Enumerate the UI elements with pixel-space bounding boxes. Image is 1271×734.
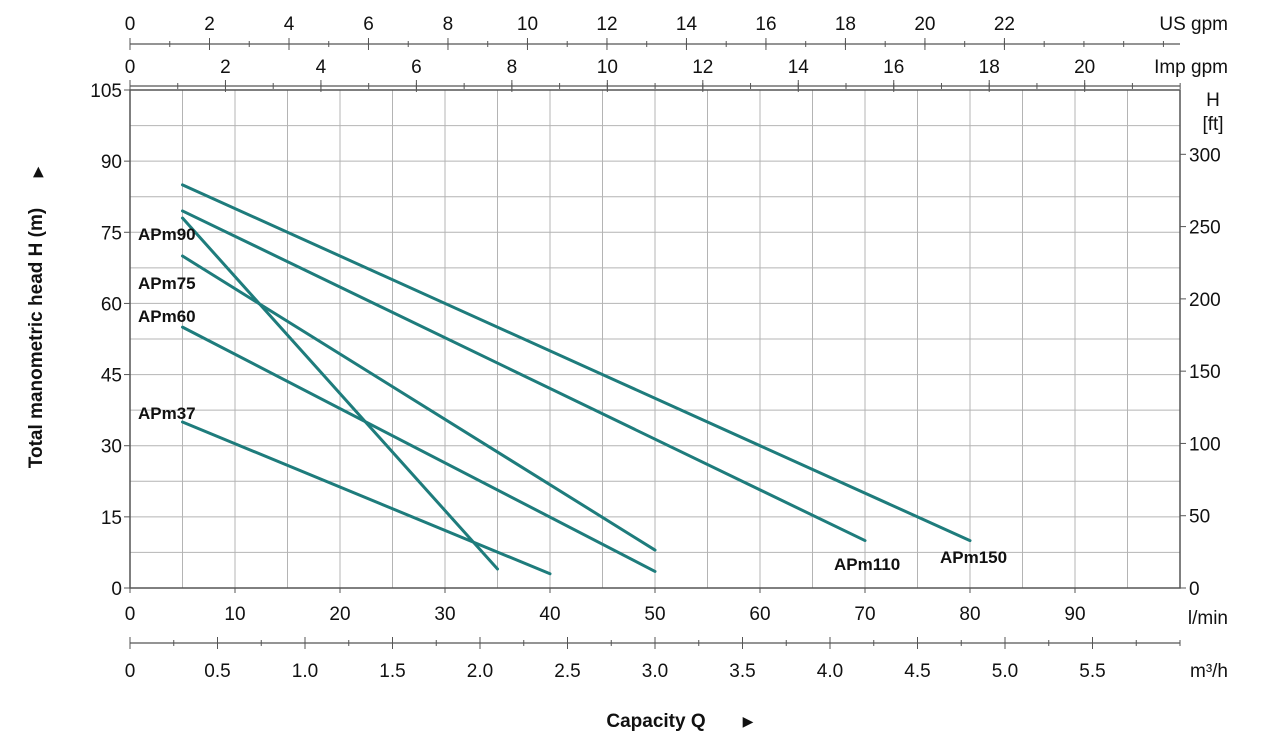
ft-tick-label: 100 — [1189, 434, 1221, 455]
m3h-tick-label: 2.5 — [554, 661, 580, 682]
performance-curves — [181, 183, 972, 576]
ft-tick-label: 250 — [1189, 218, 1221, 239]
imp-gpm-tick-label: 12 — [692, 57, 713, 78]
x-tick-label: 10 — [224, 604, 245, 625]
us-gpm-unit-label: US gpm — [1159, 14, 1228, 35]
y-tick-label: 90 — [101, 152, 122, 173]
imp-gpm-tick-label: 6 — [411, 57, 422, 78]
x-tick-label: 0 — [125, 604, 136, 625]
ft-tick-label: 150 — [1189, 362, 1221, 383]
x-tick-label: 60 — [749, 604, 770, 625]
x-tick-label: 20 — [329, 604, 350, 625]
curve-label-apm110: APm110 — [834, 555, 900, 574]
axes: 0 10 20 30 40 50 60 70 80 90015304560759010505010… — [90, 14, 1220, 682]
us-gpm-tick-label: 2 — [204, 14, 215, 35]
x-tick-label: 40 — [539, 604, 560, 625]
lmin-unit-label: l/min — [1188, 608, 1228, 629]
curve-apm150 — [181, 183, 972, 543]
curve-labels: APm37 APm60 APm75 APm90 APm110 APm150 — [138, 225, 1007, 574]
imp-gpm-tick-label: 14 — [788, 57, 810, 78]
x-tick-label: 70 — [854, 604, 875, 625]
us-gpm-tick-label: 16 — [755, 14, 776, 35]
us-gpm-tick-label: 10 — [517, 14, 538, 35]
m3h-tick-label: 4.0 — [817, 661, 843, 682]
ft-tick-label: 50 — [1189, 507, 1210, 528]
m3h-tick-label: 5.0 — [992, 661, 1018, 682]
y-tick-label: 60 — [101, 294, 122, 315]
imp-gpm-tick-label: 16 — [883, 57, 904, 78]
y-tick-label: 15 — [101, 508, 122, 529]
grid — [130, 90, 1180, 588]
curve-apm60 — [181, 325, 657, 573]
y-tick-label: 30 — [101, 437, 122, 458]
curve-apm37 — [181, 420, 552, 576]
x-axis-arrow-icon: ▶ — [743, 713, 754, 729]
m3h-tick-label: 3.5 — [729, 661, 755, 682]
m3h-tick-label: 5.5 — [1079, 661, 1105, 682]
x-tick-label: 80 — [959, 604, 980, 625]
us-gpm-tick-label: 6 — [363, 14, 374, 35]
y-axis-title: Total manometric head H (m) — [26, 208, 47, 468]
imp-gpm-tick-label: 20 — [1074, 57, 1095, 78]
y-tick-label: 45 — [101, 366, 122, 387]
curve-label-apm90: APm90 — [138, 225, 196, 244]
y-axis-arrow-icon: ▶ — [29, 166, 45, 177]
m3h-tick-label: 2.0 — [467, 661, 493, 682]
m3h-tick-label: 0 — [125, 661, 136, 682]
m3h-tick-label: 0.5 — [204, 661, 230, 682]
imp-gpm-tick-label: 0 — [125, 57, 136, 78]
feet-unit-label-ft: [ft] — [1202, 114, 1223, 135]
imp-gpm-tick-label: 10 — [597, 57, 618, 78]
curve-apm90 — [181, 216, 499, 571]
feet-unit-label-h: H — [1206, 90, 1220, 111]
y-tick-label: 75 — [101, 223, 122, 244]
curve-label-apm75: APm75 — [138, 274, 196, 293]
imp-gpm-tick-label: 4 — [316, 57, 327, 78]
x-tick-label: 30 — [434, 604, 455, 625]
us-gpm-tick-label: 12 — [596, 14, 617, 35]
m3h-unit-label: m³/h — [1190, 661, 1228, 682]
m3h-tick-label: 1.5 — [379, 661, 405, 682]
x-tick-label: 90 — [1064, 604, 1085, 625]
curve-apm110 — [181, 209, 867, 543]
curve-label-apm37: APm37 — [138, 404, 196, 423]
y-tick-label: 105 — [90, 81, 122, 102]
m3h-tick-label: 3.0 — [642, 661, 668, 682]
x-tick-label: 50 — [644, 604, 665, 625]
curve-label-apm60: APm60 — [138, 307, 196, 326]
ft-tick-label: 300 — [1189, 145, 1221, 166]
curve-apm75 — [181, 254, 657, 552]
m3h-tick-label: 1.0 — [292, 661, 318, 682]
imp-gpm-tick-label: 2 — [220, 57, 231, 78]
imp-gpm-unit-label: Imp gpm — [1154, 57, 1228, 78]
ft-tick-label: 0 — [1189, 579, 1200, 600]
us-gpm-tick-label: 8 — [443, 14, 454, 35]
y-tick-label: 0 — [111, 579, 122, 600]
us-gpm-tick-label: 14 — [676, 14, 698, 35]
imp-gpm-tick-label: 18 — [979, 57, 1000, 78]
m3h-tick-label: 4.5 — [904, 661, 930, 682]
curve-label-apm150: APm150 — [940, 548, 1007, 567]
us-gpm-tick-label: 18 — [835, 14, 856, 35]
us-gpm-tick-label: 20 — [914, 14, 935, 35]
x-axis-title: Capacity Q — [606, 711, 705, 732]
us-gpm-tick-label: 22 — [994, 14, 1015, 35]
us-gpm-tick-label: 0 — [125, 14, 136, 35]
ft-tick-label: 200 — [1189, 290, 1221, 311]
us-gpm-tick-label: 4 — [284, 14, 295, 35]
imp-gpm-tick-label: 8 — [507, 57, 518, 78]
